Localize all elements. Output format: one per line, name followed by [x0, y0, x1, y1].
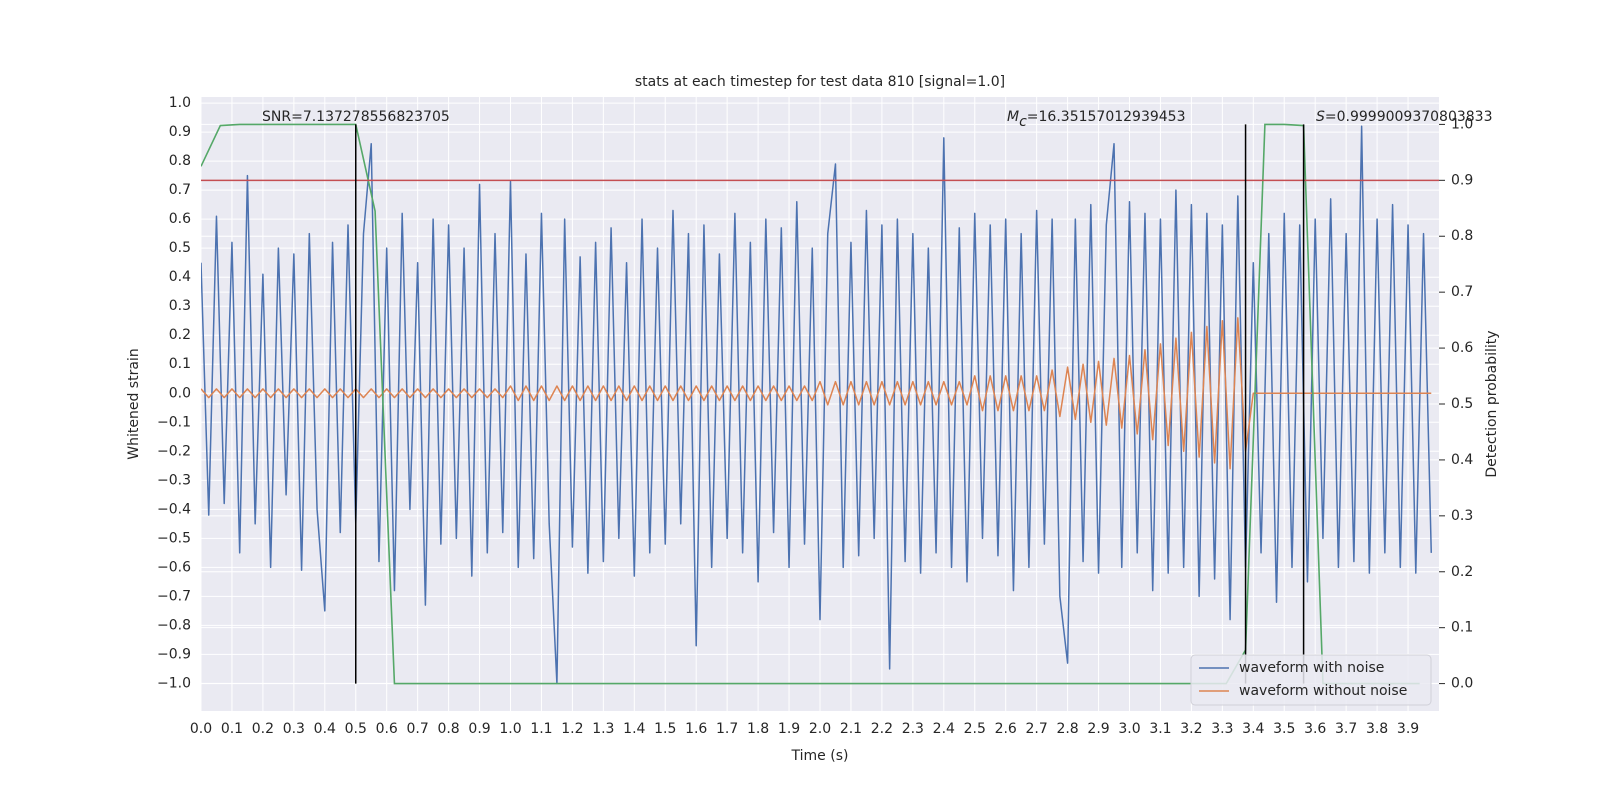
x-tick-label: 2.3	[902, 721, 924, 737]
y2-axis-label: Detection probability	[1484, 330, 1500, 477]
annotation-text: =16.35157012939453	[1027, 109, 1186, 125]
y-tick-label: 0.5	[169, 240, 191, 256]
y2-tick-label: 0.4	[1451, 452, 1473, 468]
x-tick-label: 2.5	[964, 721, 986, 737]
x-tick-label: 1.3	[592, 721, 614, 737]
x-tick-label: 3.2	[1180, 721, 1202, 737]
y-tick-label: −0.9	[157, 646, 191, 662]
annotation-symbol: S	[1316, 109, 1325, 125]
y2-tick-label: 0.8	[1451, 228, 1473, 244]
x-tick-label: 3.7	[1335, 721, 1357, 737]
y2-tick-label: 0.9	[1451, 172, 1473, 188]
x-tick-label: 0.9	[468, 721, 490, 737]
y-tick-label: 0.9	[169, 124, 191, 140]
y2-tick-label: 0.6	[1451, 340, 1473, 356]
y-tick-label: 1.0	[169, 95, 191, 111]
x-tick-label: 2.0	[809, 721, 831, 737]
y-tick-label: −0.4	[157, 501, 191, 517]
x-tick-label: 2.2	[871, 721, 893, 737]
y-tick-label: 0.2	[169, 327, 191, 343]
chart-title: stats at each timestep for test data 810…	[635, 74, 1005, 90]
legend-label: waveform without noise	[1239, 683, 1407, 699]
x-tick-label: 0.8	[437, 721, 459, 737]
x-tick-label: 3.9	[1397, 721, 1419, 737]
x-tick-label: 0.0	[190, 721, 212, 737]
y-tick-label: 0.0	[169, 385, 191, 401]
y2-tick-label: 0.1	[1451, 620, 1473, 636]
y2-tick-label: 0.7	[1451, 284, 1473, 300]
x-tick-label: 3.4	[1242, 721, 1264, 737]
y2-tick-label: 0.2	[1451, 564, 1473, 580]
x-tick-label: 2.7	[1026, 721, 1048, 737]
x-tick-label: 0.7	[407, 721, 429, 737]
x-tick-label: 1.5	[654, 721, 676, 737]
x-tick-label: 3.6	[1304, 721, 1326, 737]
x-tick-label: 1.8	[747, 721, 769, 737]
y2-tick-label: 0.3	[1451, 508, 1473, 524]
y-tick-label: −0.3	[157, 472, 191, 488]
annotation-subscript: c	[1019, 114, 1027, 130]
y-tick-label: 0.8	[169, 153, 191, 169]
annotation: S=0.9999009370803833	[1316, 109, 1493, 125]
y-tick-label: 0.4	[169, 269, 191, 285]
x-tick-label: 0.4	[314, 721, 336, 737]
x-tick-label: 1.2	[561, 721, 583, 737]
x-axis-label: Time (s)	[791, 748, 849, 764]
x-tick-label: 3.0	[1118, 721, 1140, 737]
y2-tick-label: 0.5	[1451, 396, 1473, 412]
x-tick-label: 1.9	[778, 721, 800, 737]
x-tick-label: 3.5	[1273, 721, 1295, 737]
x-tick-label: 3.1	[1149, 721, 1171, 737]
annotation-text: =0.9999009370803833	[1325, 109, 1493, 125]
y-tick-label: 0.7	[169, 182, 191, 198]
y-tick-label: −0.7	[157, 588, 191, 604]
x-tick-label: 2.9	[1087, 721, 1109, 737]
legend-box	[1190, 654, 1432, 706]
annotation-symbol: M	[1007, 109, 1019, 125]
y2-tick-label: 1.0	[1451, 116, 1473, 132]
y-tick-label: 0.3	[169, 298, 191, 314]
x-tick-label: 0.5	[345, 721, 367, 737]
x-tick-label: 0.3	[283, 721, 305, 737]
y-tick-label: −0.8	[157, 617, 191, 633]
x-tick-label: 2.4	[933, 721, 955, 737]
x-tick-label: 1.0	[499, 721, 521, 737]
y-tick-label: −1.0	[157, 675, 191, 691]
x-tick-label: 1.4	[623, 721, 645, 737]
x-tick-label: 3.3	[1211, 721, 1233, 737]
series-line	[201, 125, 1433, 685]
y-tick-label: 0.1	[169, 356, 191, 372]
annotation: SNR=7.137278556823705	[262, 109, 450, 125]
x-tick-label: 0.2	[252, 721, 274, 737]
y2-tick-label: 0.0	[1451, 676, 1473, 692]
y-axis-label: Whitened strain	[126, 348, 142, 459]
series-line	[201, 317, 1432, 470]
y-tick-label: 0.6	[169, 211, 191, 227]
x-tick-label: 0.1	[221, 721, 243, 737]
annotation: Mc=16.35157012939453	[1007, 109, 1186, 130]
x-tick-label: 1.6	[685, 721, 707, 737]
x-tick-label: 2.1	[840, 721, 862, 737]
x-tick-label: 1.1	[530, 721, 552, 737]
y-tick-label: −0.6	[157, 559, 191, 575]
x-tick-label: 2.6	[995, 721, 1017, 737]
x-tick-label: 0.6	[376, 721, 398, 737]
y-tick-label: −0.2	[157, 443, 191, 459]
y-tick-label: −0.1	[157, 414, 191, 430]
x-tick-label: 3.8	[1366, 721, 1388, 737]
legend: waveform with noise waveform without nois…	[1190, 654, 1432, 706]
x-tick-label: 2.8	[1056, 721, 1078, 737]
legend-label: waveform with noise	[1239, 660, 1384, 676]
y-tick-label: −0.5	[157, 530, 191, 546]
x-tick-label: 1.7	[716, 721, 738, 737]
annotation-text: SNR=7.137278556823705	[262, 109, 450, 125]
